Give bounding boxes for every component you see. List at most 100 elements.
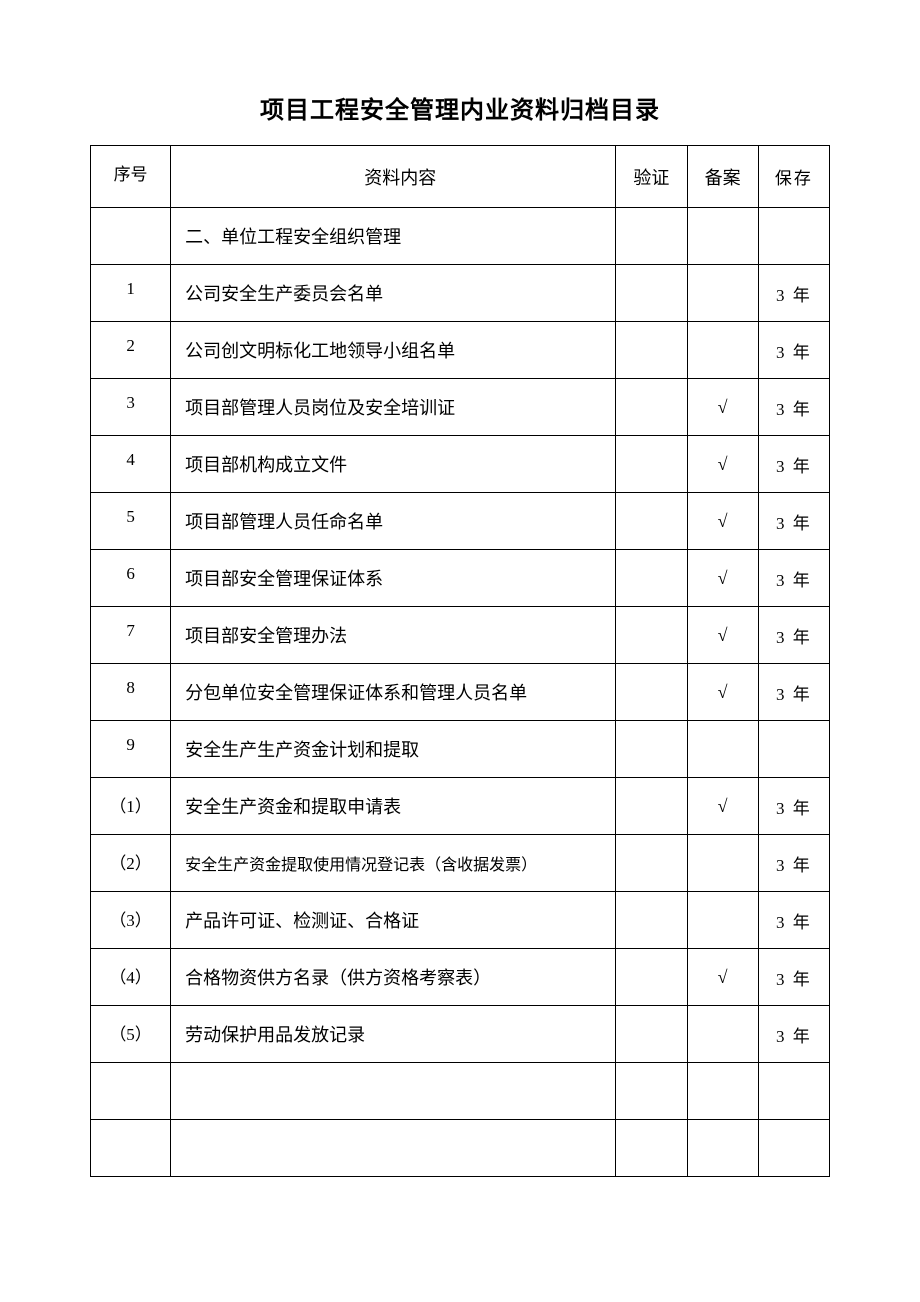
cell-seq: （1） xyxy=(91,778,171,835)
header-verify: 验证 xyxy=(616,146,687,208)
cell-seq: 9 xyxy=(91,721,171,778)
cell-verify xyxy=(616,892,687,949)
cell-keep: 3 年 xyxy=(758,322,829,379)
cell-keep: 3 年 xyxy=(758,835,829,892)
cell-keep: 3 年 xyxy=(758,265,829,322)
table-row: 5项目部管理人员任命名单 √3 年 xyxy=(91,493,830,550)
table-row: 3项目部管理人员岗位及安全培训证 √3 年 xyxy=(91,379,830,436)
table-row xyxy=(91,1120,830,1177)
cell-keep: 3 年 xyxy=(758,379,829,436)
cell-record: √ xyxy=(687,949,758,1006)
cell-keep: 3 年 xyxy=(758,1006,829,1063)
cell-seq: 1 xyxy=(91,265,171,322)
cell-record: √ xyxy=(687,550,758,607)
cell-seq: 5 xyxy=(91,493,171,550)
cell-seq: 8 xyxy=(91,664,171,721)
cell-record: √ xyxy=(687,664,758,721)
table-row: （5）劳动保护用品发放记录 3 年 xyxy=(91,1006,830,1063)
cell-keep: 3 年 xyxy=(758,493,829,550)
cell-seq: （5） xyxy=(91,1006,171,1063)
cell-verify xyxy=(616,322,687,379)
table-row: 1公司安全生产委员会名单 3 年 xyxy=(91,265,830,322)
table-body: 二、单位工程安全组织管理1公司安全生产委员会名单3 年2公司创文明标化工地领导小… xyxy=(91,208,830,1177)
cell-keep xyxy=(758,1120,829,1177)
cell-seq: （4） xyxy=(91,949,171,1006)
cell-verify xyxy=(616,778,687,835)
cell-verify xyxy=(616,835,687,892)
cell-record: √ xyxy=(687,436,758,493)
cell-verify xyxy=(616,379,687,436)
cell-content: 公司创文明标化工地领导小组名单 xyxy=(171,322,616,379)
cell-keep xyxy=(758,1063,829,1120)
table-row: （4）合格物资供方名录（供方资格考察表） √3 年 xyxy=(91,949,830,1006)
page-title: 项目工程安全管理内业资料归档目录 xyxy=(90,90,830,125)
table-row: 8分包单位安全管理保证体系和管理人员名单 √3 年 xyxy=(91,664,830,721)
table-row: 4项目部机构成立文件 √3 年 xyxy=(91,436,830,493)
cell-seq: 4 xyxy=(91,436,171,493)
table-row: 7项目部安全管理办法√3 年 xyxy=(91,607,830,664)
table-row: （1）安全生产资金和提取申请表√3 年 xyxy=(91,778,830,835)
cell-seq xyxy=(91,1120,171,1177)
cell-record xyxy=(687,1063,758,1120)
cell-content: 公司安全生产委员会名单 xyxy=(171,265,616,322)
table-row: 6项目部安全管理保证体系√3 年 xyxy=(91,550,830,607)
table-row: 二、单位工程安全组织管理 xyxy=(91,208,830,265)
cell-keep xyxy=(758,208,829,265)
table-row xyxy=(91,1063,830,1120)
cell-verify xyxy=(616,265,687,322)
cell-verify xyxy=(616,1120,687,1177)
cell-keep: 3 年 xyxy=(758,949,829,1006)
cell-verify xyxy=(616,208,687,265)
table-row: 2公司创文明标化工地领导小组名单3 年 xyxy=(91,322,830,379)
cell-content xyxy=(171,1120,616,1177)
cell-record xyxy=(687,721,758,778)
cell-record: √ xyxy=(687,493,758,550)
header-seq: 序号 xyxy=(91,146,171,208)
cell-record xyxy=(687,208,758,265)
cell-verify xyxy=(616,550,687,607)
cell-verify xyxy=(616,1063,687,1120)
cell-keep: 3 年 xyxy=(758,778,829,835)
cell-seq: （2） xyxy=(91,835,171,892)
header-keep: 保存 xyxy=(758,146,829,208)
cell-verify xyxy=(616,949,687,1006)
cell-content: 安全生产资金和提取申请表 xyxy=(171,778,616,835)
cell-content: 项目部管理人员任命名单 xyxy=(171,493,616,550)
cell-content xyxy=(171,1063,616,1120)
table-row: （2）安全生产资金提取使用情况登记表（含收据发票） 3 年 xyxy=(91,835,830,892)
cell-record: √ xyxy=(687,379,758,436)
cell-seq: 6 xyxy=(91,550,171,607)
cell-content: 分包单位安全管理保证体系和管理人员名单 xyxy=(171,664,616,721)
cell-verify xyxy=(616,1006,687,1063)
cell-record xyxy=(687,892,758,949)
cell-content: 项目部安全管理办法 xyxy=(171,607,616,664)
cell-record: √ xyxy=(687,607,758,664)
cell-keep: 3 年 xyxy=(758,892,829,949)
cell-verify xyxy=(616,664,687,721)
cell-seq xyxy=(91,208,171,265)
cell-content: 项目部机构成立文件 xyxy=(171,436,616,493)
cell-record xyxy=(687,1006,758,1063)
header-content: 资料内容 xyxy=(171,146,616,208)
table-row: 9安全生产生产资金计划和提取 xyxy=(91,721,830,778)
cell-seq: 3 xyxy=(91,379,171,436)
cell-content: 劳动保护用品发放记录 xyxy=(171,1006,616,1063)
cell-content: 产品许可证、检测证、合格证 xyxy=(171,892,616,949)
header-record: 备案 xyxy=(687,146,758,208)
cell-seq xyxy=(91,1063,171,1120)
cell-content: 合格物资供方名录（供方资格考察表） xyxy=(171,949,616,1006)
cell-verify xyxy=(616,607,687,664)
cell-content: 项目部管理人员岗位及安全培训证 xyxy=(171,379,616,436)
cell-record xyxy=(687,265,758,322)
table-header-row: 序号 资料内容 验证 备案 保存 xyxy=(91,146,830,208)
cell-keep: 3 年 xyxy=(758,436,829,493)
cell-verify xyxy=(616,436,687,493)
cell-record xyxy=(687,322,758,379)
cell-record xyxy=(687,1120,758,1177)
cell-keep: 3 年 xyxy=(758,664,829,721)
cell-record xyxy=(687,835,758,892)
cell-content: 安全生产资金提取使用情况登记表（含收据发票） xyxy=(171,835,616,892)
cell-verify xyxy=(616,721,687,778)
archive-table: 序号 资料内容 验证 备案 保存 二、单位工程安全组织管理1公司安全生产委员会名… xyxy=(90,145,830,1177)
table-row: （3）产品许可证、检测证、合格证3 年 xyxy=(91,892,830,949)
